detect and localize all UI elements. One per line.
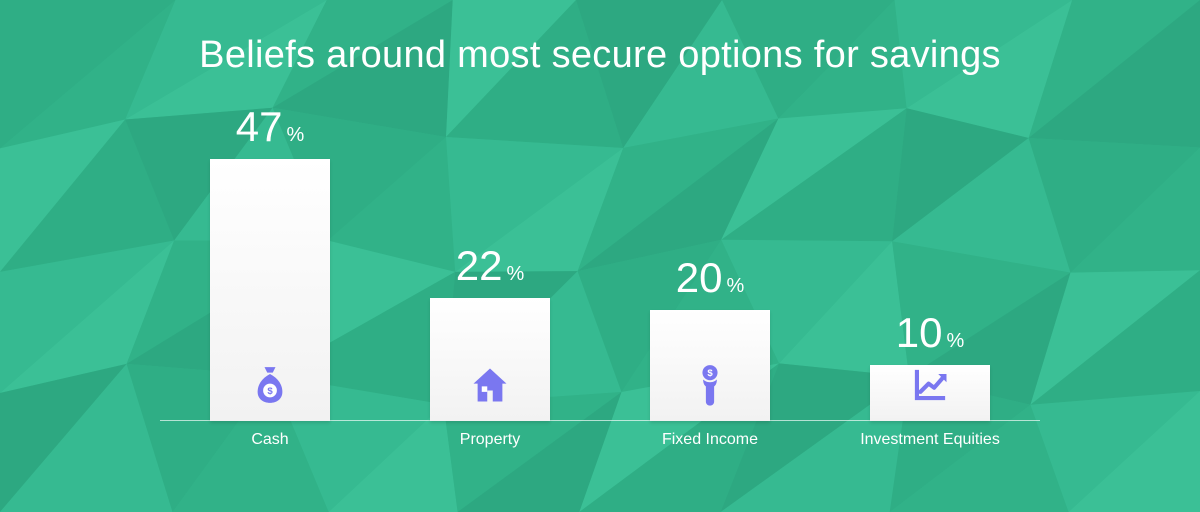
bar: $ — [650, 310, 770, 421]
bar-value: 20% — [676, 254, 745, 302]
percent-symbol: % — [726, 275, 744, 298]
svg-text:$: $ — [267, 386, 273, 397]
x-axis-labels: Cash Property Fixed Income Investment Equit… — [180, 431, 1020, 449]
x-axis-label: Fixed Income — [662, 431, 758, 449]
chart-title: Beliefs around most secure options for s… — [199, 34, 1001, 77]
bar-column: 20% $ — [620, 254, 800, 421]
percent-symbol: % — [506, 263, 524, 286]
bar — [430, 298, 550, 421]
percent-symbol: % — [946, 330, 964, 353]
money-bag-icon: $ — [248, 363, 292, 407]
x-axis-label: Property — [460, 431, 520, 449]
chart-up-icon — [908, 363, 952, 407]
bar-value: 22% — [456, 242, 525, 290]
bar-column: 47% $ — [180, 103, 360, 421]
house-icon — [468, 363, 512, 407]
bar: $ — [210, 159, 330, 421]
bar-value-number: 20 — [676, 254, 723, 302]
x-axis-label: Investment Equities — [860, 431, 1000, 449]
bar — [870, 365, 990, 421]
svg-text:$: $ — [707, 368, 713, 379]
bar-column: 22% — [400, 242, 580, 421]
bar-value: 10% — [896, 309, 965, 357]
bar-value: 47% — [236, 103, 305, 151]
percent-symbol: % — [286, 124, 304, 147]
wrench-dollar-icon: $ — [688, 363, 732, 407]
bar-value-number: 47 — [236, 103, 283, 151]
x-axis-label: Cash — [251, 431, 288, 449]
bar-chart: 47%$22%20%$10% — [180, 103, 1020, 421]
bar-column: 10% — [840, 309, 1020, 421]
bar-value-number: 10 — [896, 309, 943, 357]
bar-value-number: 22 — [456, 242, 503, 290]
